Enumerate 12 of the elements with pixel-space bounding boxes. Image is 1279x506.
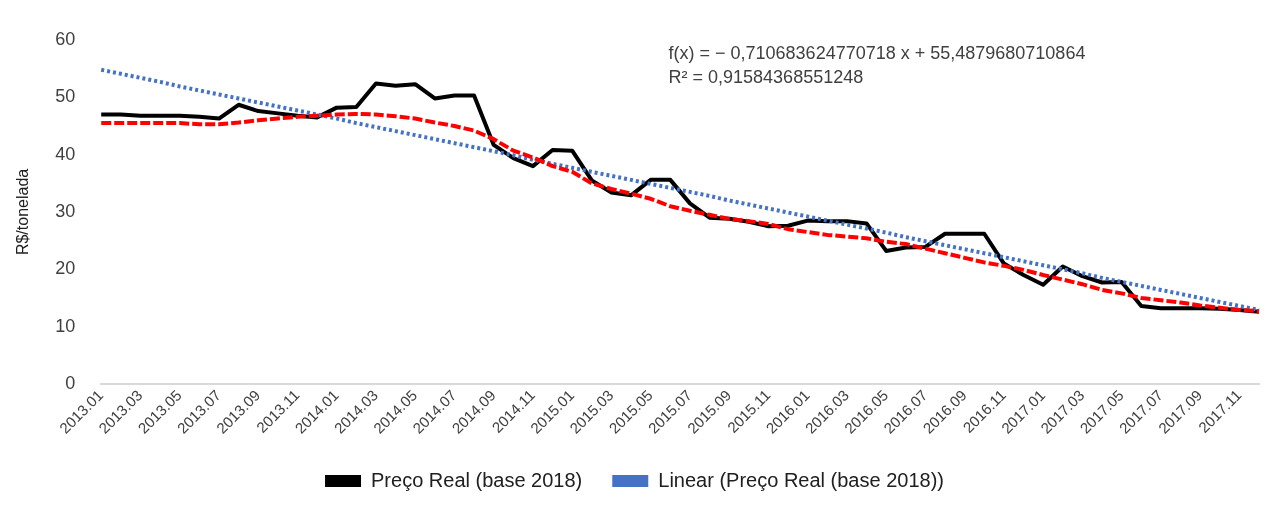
annotation: f(x) = − 0,710683624770718 x + 55,4879680710864 xyxy=(668,42,1086,63)
y-tick-label: 0 xyxy=(65,372,76,393)
y-tick-label: 10 xyxy=(55,315,76,336)
y-tick-label: 40 xyxy=(55,143,76,164)
y-tick-label: 20 xyxy=(55,258,76,279)
y-tick-label: 60 xyxy=(55,28,76,49)
legend-label: Linear (Preço Real (base 2018)) xyxy=(658,468,944,491)
legend-label: Preço Real (base 2018) xyxy=(371,468,583,491)
y-tick-label: 30 xyxy=(55,200,76,221)
annotation: R² = 0,91584368551248 xyxy=(668,66,864,87)
y-tick-label: 50 xyxy=(55,86,76,107)
y-axis-title: R$/tonelada xyxy=(14,168,32,256)
